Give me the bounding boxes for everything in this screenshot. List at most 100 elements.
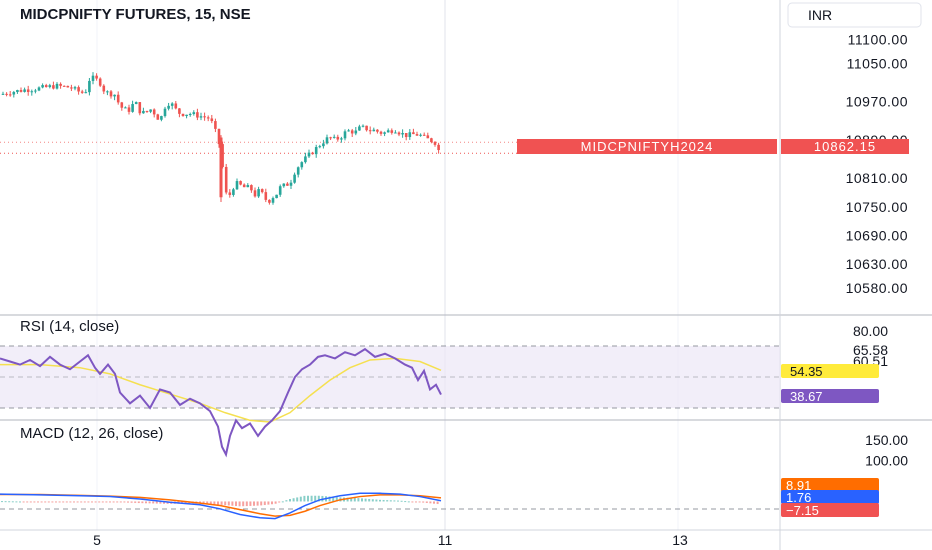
time-tick-label: 13 <box>672 532 688 548</box>
macd-histogram-bar <box>11 501 14 503</box>
candle-body <box>37 87 41 91</box>
candle-body <box>239 181 242 185</box>
candle-body <box>296 167 300 175</box>
macd-histogram-bar <box>26 501 29 503</box>
last-price-tag: 10862.15 <box>814 139 876 154</box>
candle-body <box>365 125 368 131</box>
macd-series[interactable] <box>0 492 442 520</box>
candle-body <box>199 116 203 118</box>
candle-body <box>246 185 250 188</box>
time-tick-label: 5 <box>93 532 101 548</box>
macd-histogram-bar <box>123 501 126 503</box>
candle-body <box>253 190 257 197</box>
macd-histogram-bar <box>227 501 230 506</box>
macd-histogram-bar <box>281 501 284 503</box>
candle-body <box>368 130 372 132</box>
candle-body <box>52 85 55 89</box>
macd-histogram-bar <box>209 501 212 504</box>
macd-histogram-bar <box>436 501 439 505</box>
macd-histogram-bar <box>242 501 245 507</box>
symbol-title: MIDCPNIFTY FUTURES, 15, NSE <box>20 6 251 23</box>
macd-histogram-bar <box>256 501 259 506</box>
macd-histogram-bar <box>263 501 266 506</box>
candle-body <box>232 189 235 195</box>
macd-histogram-bar <box>346 497 349 502</box>
time-axis[interactable]: 5 11 13 <box>93 532 688 548</box>
macd-histogram-bar <box>299 496 302 502</box>
rsi-ma-line <box>0 357 442 423</box>
last-price-tag-bg <box>781 139 909 154</box>
macd-histogram-bar <box>141 501 144 504</box>
contract-tag: MIDCPNIFTYH2024 <box>581 139 714 154</box>
candle-body <box>401 133 404 135</box>
macd-histogram-bar <box>404 501 407 503</box>
candle-body <box>372 129 376 132</box>
candle-body <box>304 156 307 163</box>
candle-body <box>16 90 19 93</box>
macd-histogram-bar <box>199 501 201 504</box>
macd-histogram-bar <box>433 501 435 504</box>
macd-histogram-bar <box>116 501 119 503</box>
macd-histogram-bar <box>29 501 32 503</box>
candle-body <box>120 102 124 108</box>
candle-body <box>188 114 192 116</box>
candle-body <box>329 137 332 139</box>
price-tick-label: 10970.00 <box>846 94 908 110</box>
candle-body <box>376 129 379 132</box>
macd-histogram-bar <box>260 501 263 506</box>
candle-body <box>206 117 210 119</box>
rsi-tick-label: 65.58 <box>853 342 888 358</box>
macd-histogram-bar <box>91 501 93 503</box>
rsi-line <box>0 347 442 458</box>
candle-body <box>167 105 170 109</box>
candle-body <box>48 85 52 88</box>
candle-body <box>142 110 145 114</box>
macd-histogram-bar <box>202 501 205 504</box>
macd-histogram-bar <box>80 501 83 503</box>
macd-histogram-bar <box>274 501 277 504</box>
macd-histogram-bar <box>407 501 410 503</box>
candle-body <box>336 136 340 140</box>
rsi-ma-tag-bg <box>781 364 879 378</box>
macd-histogram-bar <box>371 499 374 502</box>
candle-body <box>419 134 422 136</box>
macd-histogram-bar <box>307 495 309 502</box>
candle-body <box>426 135 430 139</box>
macd-title: MACD (12, 26, close) <box>20 425 163 442</box>
candle-body <box>134 102 138 105</box>
candle-body <box>203 116 206 118</box>
signal-tag: 8.91 <box>786 478 811 493</box>
price-tick-label: 10690.00 <box>846 227 908 243</box>
macd-histogram-bar <box>1 501 3 503</box>
macd-histogram-bar <box>332 496 335 502</box>
currency-chip[interactable] <box>787 2 922 28</box>
candle-body <box>170 103 174 106</box>
price-axis[interactable]: 11100.0011050.0010970.0010890.0010810.00… <box>846 32 908 296</box>
macd-histogram-bar <box>317 495 320 502</box>
macd-axis[interactable]: 150.00 100.00 <box>865 432 908 468</box>
candle-body <box>282 183 286 187</box>
macd-histogram-bar <box>101 501 104 503</box>
macd-histogram-bar <box>245 501 248 507</box>
macd-histogram-bar <box>303 495 306 502</box>
macd-histogram-bar <box>310 495 313 502</box>
candle-body <box>109 91 113 97</box>
macd-histogram-bar <box>267 501 270 505</box>
candle-body <box>343 131 347 139</box>
rsi-series[interactable] <box>0 347 442 458</box>
candle-body <box>300 162 304 168</box>
histogram-tag-bg <box>781 503 879 517</box>
macd-histogram-bar <box>350 497 353 502</box>
candle-body <box>361 125 365 127</box>
rsi-value-tag: 38.67 <box>790 389 823 404</box>
candlestick-series[interactable] <box>1 72 440 205</box>
candle-body <box>221 144 224 167</box>
candle-body <box>88 80 91 93</box>
macd-histogram-bar <box>425 501 428 503</box>
macd-histogram-bar <box>134 501 137 503</box>
candle-body <box>174 103 178 109</box>
candle-body <box>390 130 394 133</box>
candle-body <box>62 85 66 87</box>
